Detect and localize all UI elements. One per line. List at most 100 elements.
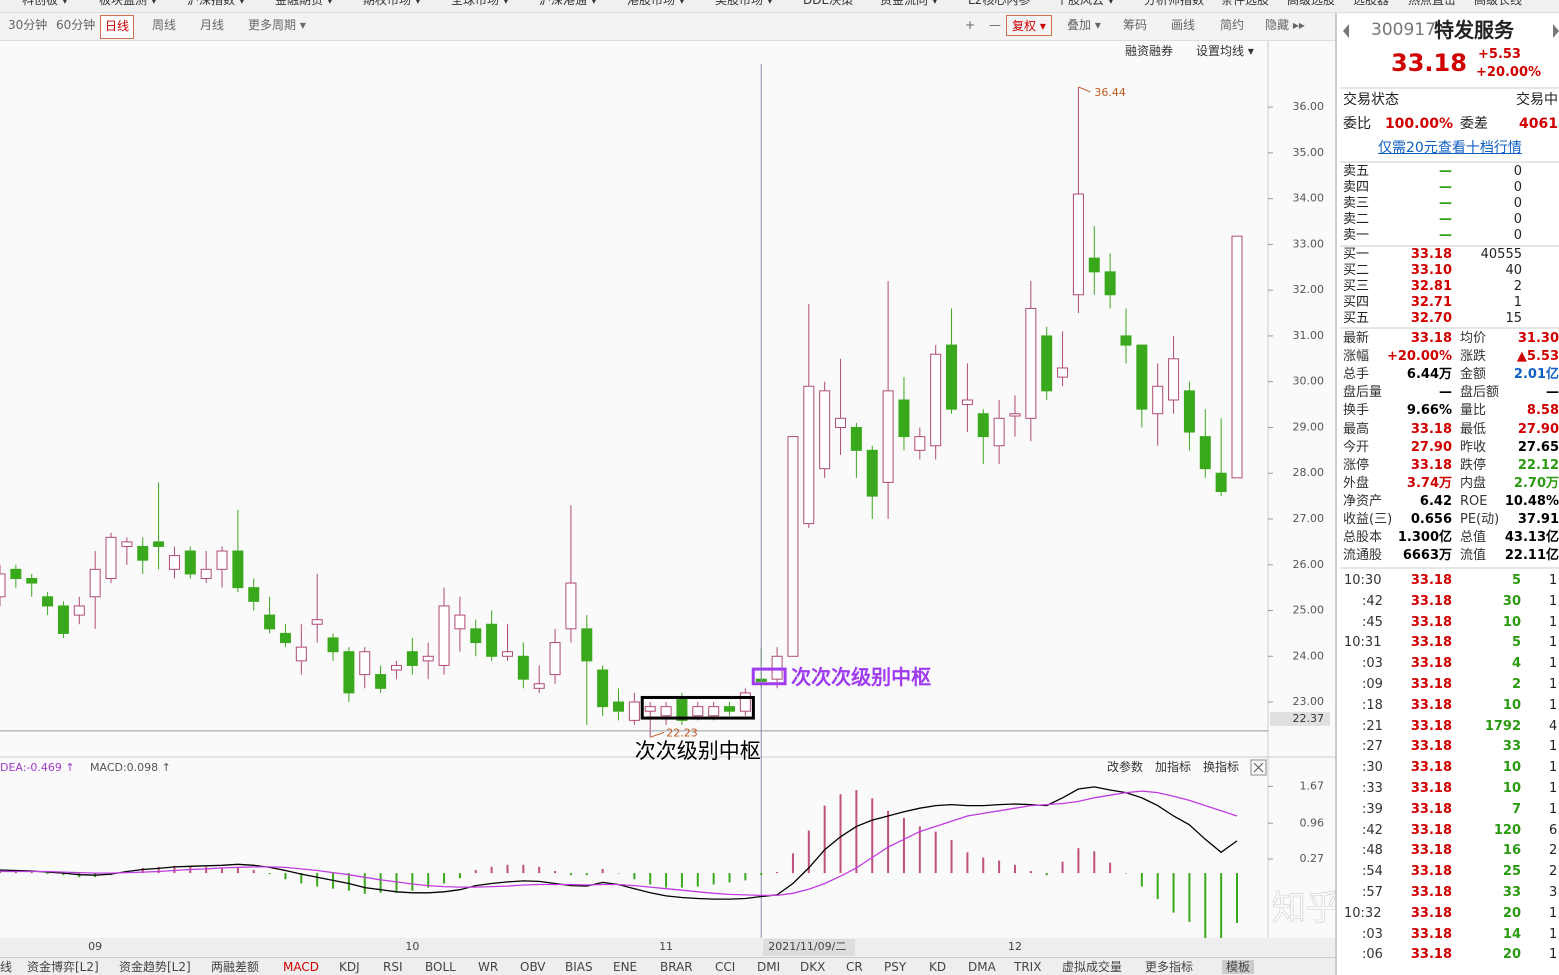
- candle-body: [835, 417, 847, 428]
- stat-label: 最高: [1343, 421, 1370, 437]
- chart-tool[interactable]: 融资融券: [1125, 44, 1174, 58]
- y-tick-label: 33.00: [1293, 237, 1325, 250]
- indicator-tab[interactable]: WR: [478, 960, 499, 974]
- y-tick-label: 27.00: [1293, 512, 1325, 525]
- period-button[interactable]: 月线: [200, 18, 225, 32]
- close-indicator-icon[interactable]: [1250, 759, 1267, 776]
- menu-item[interactable]: 条件选股: [1221, 0, 1270, 7]
- candle-body: [454, 614, 466, 630]
- period-button[interactable]: 60分钟: [56, 18, 96, 32]
- indicator-tab[interactable]: 线: [0, 960, 13, 974]
- candle-body: [977, 413, 989, 438]
- period-button[interactable]: 30分钟: [8, 18, 48, 32]
- period-button[interactable]: 日线: [100, 15, 135, 39]
- menu-item[interactable]: 板块监测 ▾: [99, 0, 157, 7]
- indicator-tab[interactable]: OBV: [520, 960, 546, 974]
- indicator-tab[interactable]: BRAR: [660, 960, 693, 974]
- tool-button[interactable]: 简约: [1220, 18, 1245, 32]
- menu-item[interactable]: 科创板 ▾: [22, 0, 68, 7]
- indicator-tab[interactable]: TRIX: [1014, 960, 1042, 974]
- indicator-tab[interactable]: DMA: [968, 960, 996, 974]
- indicator-tab[interactable]: 资金博弈[L2]: [27, 960, 99, 974]
- menu-item[interactable]: 个股风云 ▾: [1056, 0, 1114, 7]
- indicator-tab[interactable]: CR: [846, 960, 863, 974]
- indicator-tab[interactable]: PSY: [884, 960, 907, 974]
- menu-item[interactable]: 高级长线: [1474, 0, 1523, 7]
- menu-item[interactable]: 港股市场 ▾: [627, 0, 685, 7]
- menu-item[interactable]: 全球市场 ▾: [451, 0, 509, 7]
- menu-item[interactable]: DDE决策: [803, 0, 854, 7]
- indicator-tab[interactable]: BOLL: [425, 960, 456, 974]
- tool-button[interactable]: —: [989, 18, 1001, 32]
- macd-bar: [760, 873, 763, 876]
- menu-item[interactable]: L2核心内参: [968, 0, 1031, 7]
- indicator-tool[interactable]: 加指标: [1155, 760, 1192, 774]
- menu-item[interactable]: 高级选股: [1287, 0, 1336, 7]
- candle-body: [850, 426, 862, 451]
- cursor-price-label: 22.37: [1293, 712, 1325, 725]
- candle-body: [26, 577, 38, 584]
- trade-count: 1: [1549, 947, 1558, 963]
- menu-item[interactable]: 期权市场 ▾: [363, 0, 421, 7]
- tool-button[interactable]: 复权 ▾: [1006, 15, 1052, 36]
- indicator-tab[interactable]: 虚拟成交量: [1062, 960, 1123, 974]
- status-value: 交易中: [1516, 92, 1558, 108]
- trade-time: :33: [1362, 781, 1383, 796]
- menu-item[interactable]: 金融期货 ▾: [275, 0, 333, 7]
- menu-item[interactable]: 选股器: [1353, 0, 1390, 7]
- tool-button[interactable]: 隐藏 ▸▸: [1265, 18, 1305, 32]
- indicator-tab[interactable]: 模板: [1222, 960, 1255, 974]
- indicator-tab[interactable]: DMI: [757, 960, 781, 974]
- period-button[interactable]: 周线: [152, 18, 177, 32]
- trade-price: 33.18: [1410, 718, 1452, 734]
- menu-item[interactable]: 分析师指数: [1144, 0, 1205, 7]
- indicator-tab[interactable]: MACD: [283, 960, 319, 974]
- last-price: 33.18: [1391, 49, 1467, 77]
- y-tick-label: 0.96: [1300, 816, 1325, 829]
- upgrade-link[interactable]: 仅需20元查看十档行情: [1378, 140, 1522, 156]
- trade-volume: 7: [1511, 801, 1521, 817]
- x-tick-label: 12: [1008, 940, 1022, 953]
- menu-item[interactable]: 资金流向 ▾: [880, 0, 938, 7]
- stat-value: 6.44万: [1406, 367, 1452, 383]
- trade-volume: 14: [1502, 926, 1521, 942]
- period-button[interactable]: 更多周期 ▾: [248, 18, 306, 32]
- tool-button[interactable]: 叠加 ▾: [1067, 18, 1101, 32]
- indicator-tab[interactable]: DKX: [800, 960, 826, 974]
- macd-bar: [839, 794, 842, 874]
- stat-label: 金额: [1460, 367, 1487, 383]
- indicator-tool[interactable]: 改参数: [1107, 760, 1144, 774]
- next-arrow[interactable]: [1553, 24, 1559, 38]
- y-tick-label: 1.67: [1300, 779, 1325, 792]
- stat-value: 6663万: [1402, 548, 1452, 564]
- candle-body: [739, 692, 751, 712]
- tool-button[interactable]: +: [965, 18, 976, 32]
- tool-button[interactable]: 筹码: [1123, 18, 1148, 32]
- macd-bar: [379, 873, 382, 893]
- indicator-tab[interactable]: 两融差额: [211, 960, 260, 974]
- chart-tool[interactable]: 设置均线 ▾: [1196, 44, 1254, 58]
- menu-item[interactable]: 沪深指数 ▾: [187, 0, 245, 7]
- macd-bar: [62, 873, 65, 876]
- indicator-tab[interactable]: BIAS: [565, 960, 593, 974]
- menu-item[interactable]: 美股市场 ▾: [715, 0, 773, 7]
- indicator-tab[interactable]: KDJ: [339, 960, 360, 974]
- indicator-tab[interactable]: KD: [929, 960, 947, 974]
- menu-item[interactable]: 热点直击: [1408, 0, 1457, 7]
- trade-volume: 10: [1502, 760, 1521, 776]
- trade-time: :30: [1362, 760, 1383, 776]
- macd-bar: [347, 873, 350, 891]
- indicator-tool[interactable]: 换指标: [1203, 760, 1240, 774]
- indicator-tab[interactable]: 资金趋势[L2]: [119, 960, 191, 974]
- menu-item[interactable]: 沪深港通 ▾: [539, 0, 597, 7]
- indicator-tab[interactable]: ENE: [613, 960, 638, 974]
- candle-body: [200, 568, 212, 579]
- tool-button[interactable]: 画线: [1171, 18, 1196, 32]
- indicator-tab[interactable]: CCI: [715, 960, 736, 974]
- indicator-tab[interactable]: RSI: [383, 960, 403, 974]
- watermark: 知乎 @白仪: [1272, 889, 1335, 929]
- indicator-tab[interactable]: 更多指标: [1145, 960, 1194, 974]
- prev-arrow[interactable]: [1343, 24, 1349, 38]
- close-indicator-icon[interactable]: [1253, 762, 1264, 773]
- macd-bar: [569, 873, 572, 876]
